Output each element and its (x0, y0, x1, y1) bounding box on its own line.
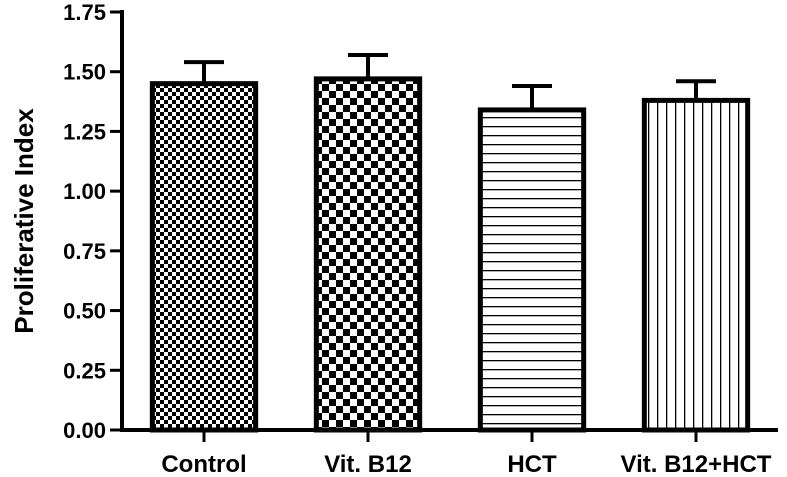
x-tick-label: Vit. B12 (324, 451, 412, 477)
bars (149, 52, 751, 433)
x-tick-label: Control (161, 451, 246, 477)
x-tick-label: Vit. B12+HCT (621, 451, 772, 477)
y-tick-label: 0.25 (63, 358, 106, 383)
y-axis-title: Proliferative Index (9, 108, 39, 334)
bar (477, 107, 587, 433)
y-tick-label: 1.75 (63, 0, 106, 25)
y-tick-label: 1.25 (63, 119, 106, 144)
bar (149, 81, 259, 433)
y-tick-label: 0.00 (63, 418, 106, 443)
y-axis: 0.00 0.25 0.50 0.75 1.00 1.25 1.50 1.75 (63, 0, 124, 443)
y-tick-label: 1.50 (63, 60, 106, 85)
y-tick-label: 1.00 (63, 179, 106, 204)
x-tick-label: HCT (507, 451, 557, 477)
bar (313, 76, 423, 433)
x-axis: Control Vit. B12 HCT Vit. B12+HCT (120, 428, 778, 477)
y-tick-label: 0.50 (63, 299, 106, 324)
bar (641, 97, 751, 433)
y-tick-label: 0.75 (63, 239, 106, 264)
